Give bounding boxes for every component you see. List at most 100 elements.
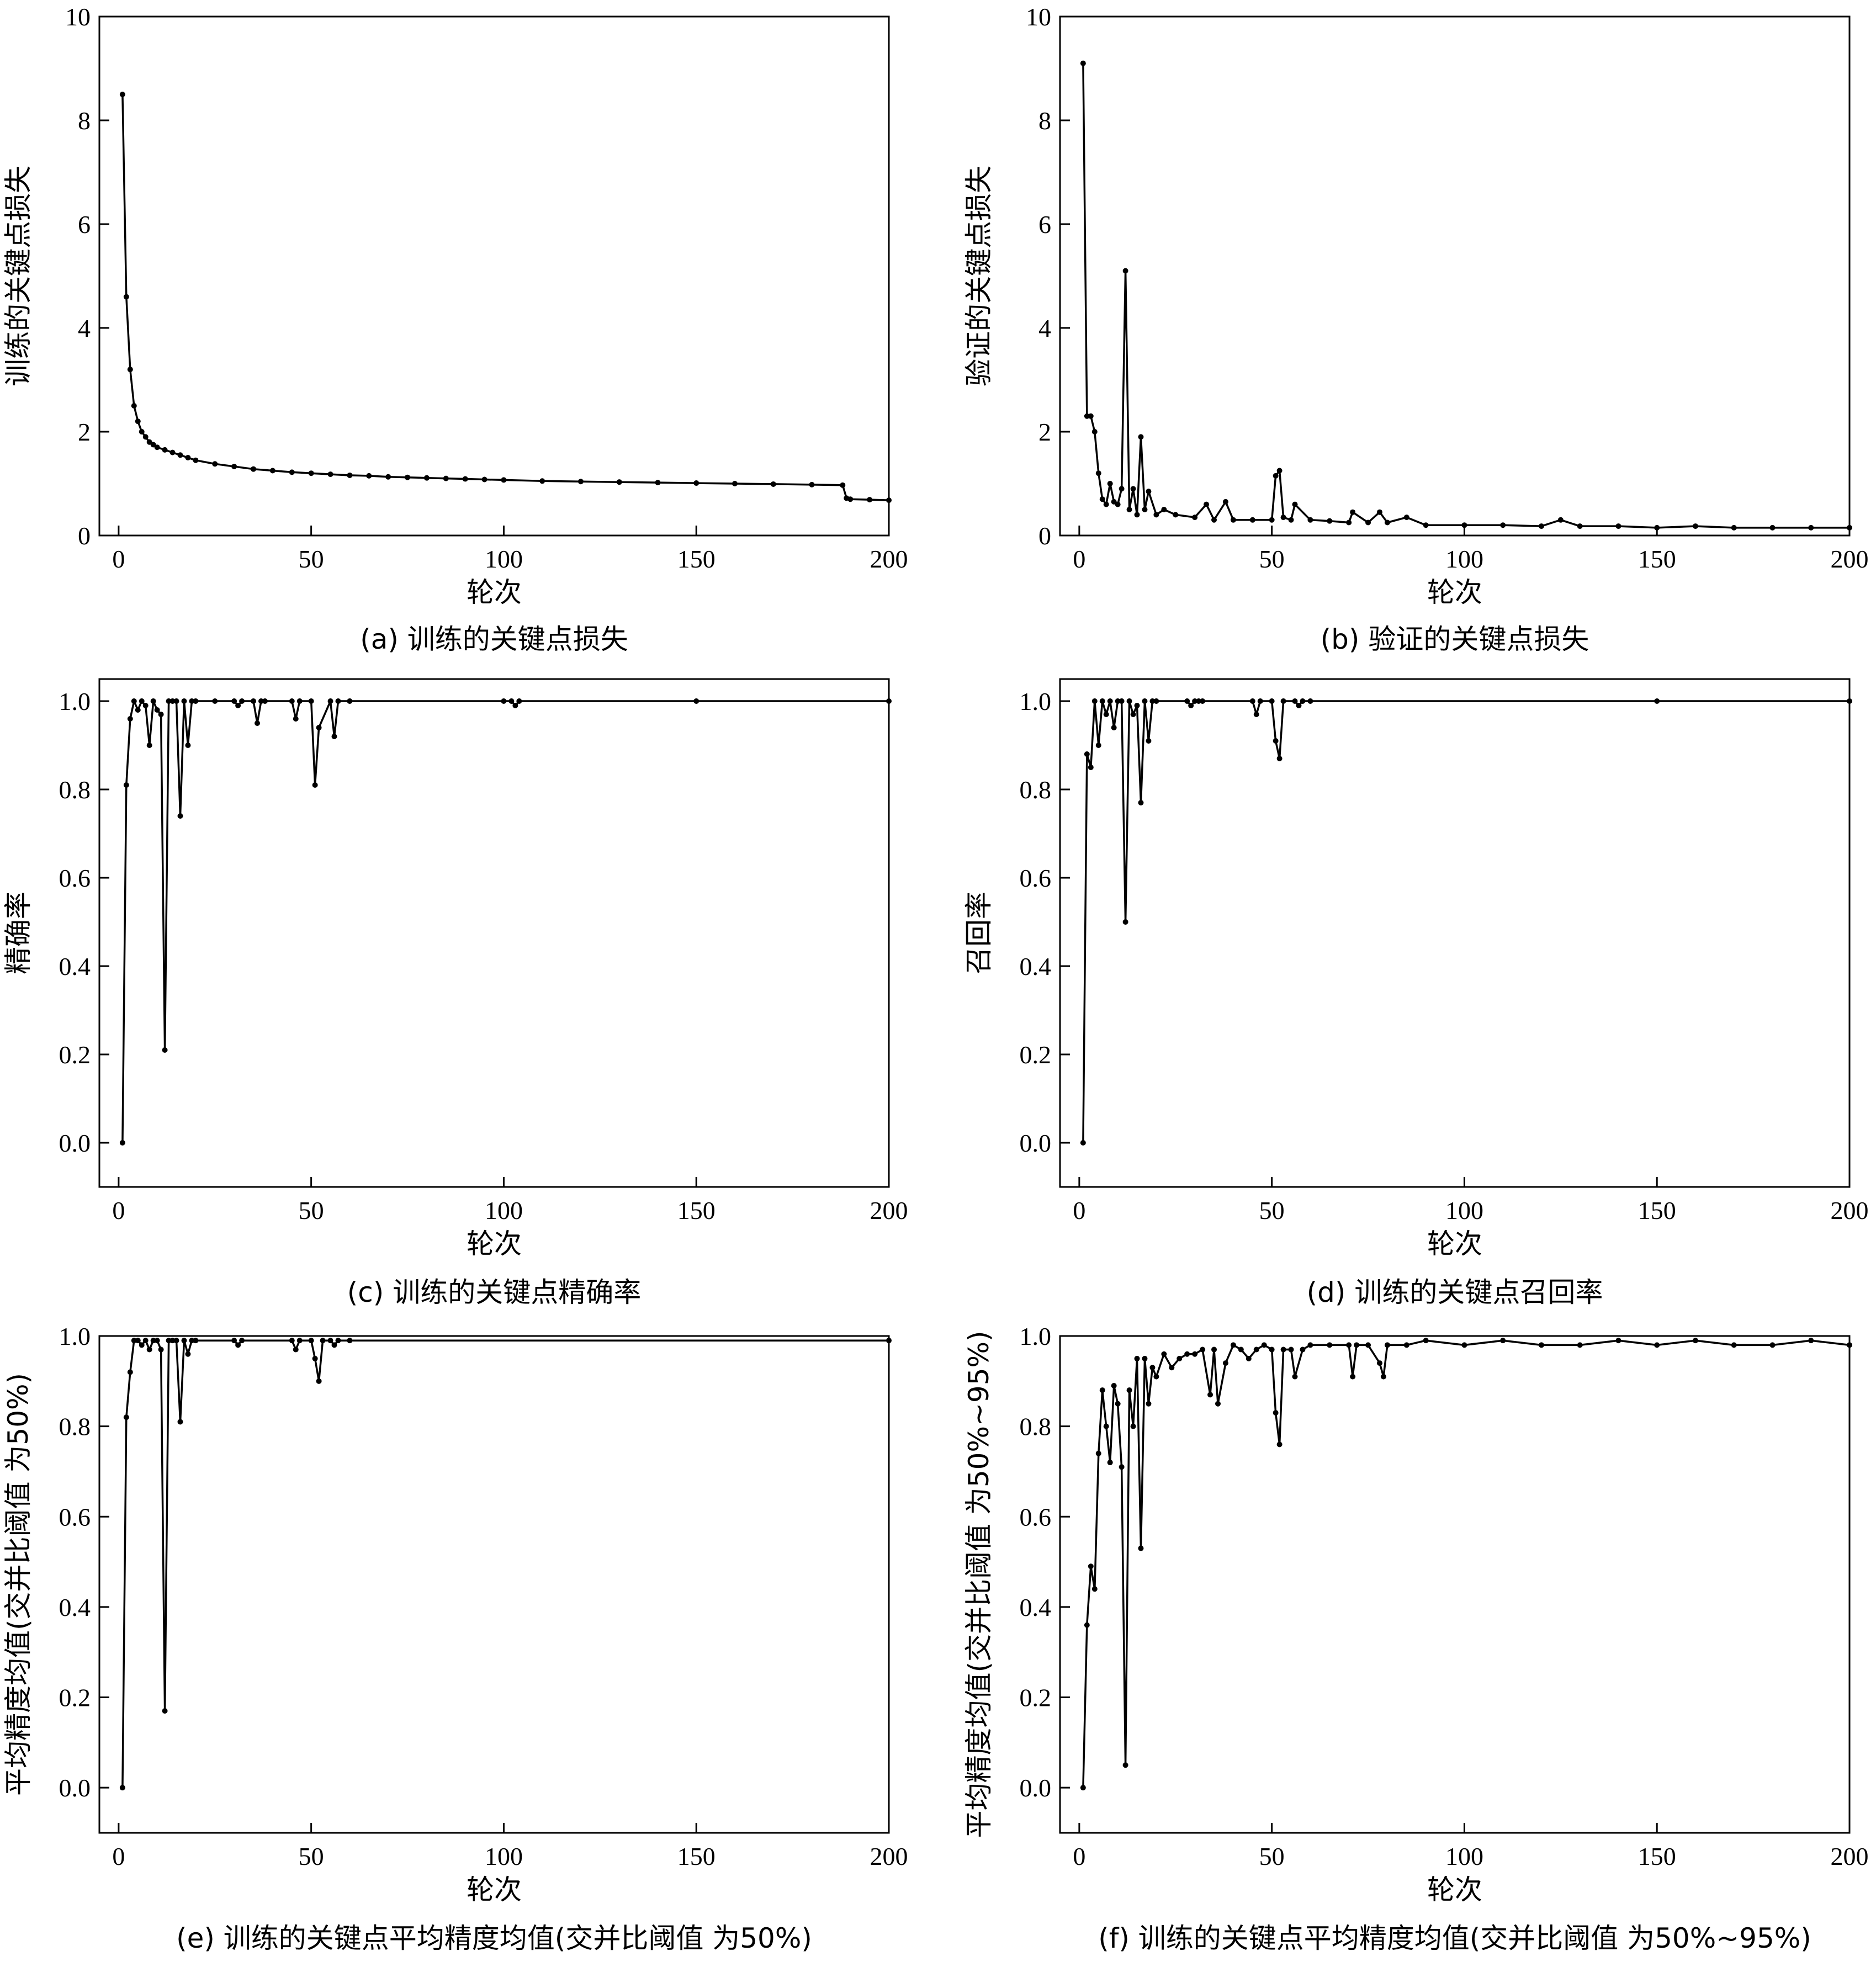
chart-f-point [1161, 1351, 1167, 1357]
chart-b-point [1138, 434, 1144, 440]
chart-f-point [1365, 1342, 1371, 1348]
chart-d: 0 50 100 150 200 0.0 0.2 0.4 0.6 0.8 1.0 轮次 召回率 (d) 训… [963, 678, 1869, 1308]
chart-d-ytick-label: 0.2 [1020, 1041, 1052, 1069]
chart-d-xtick-label: 200 [1831, 1196, 1869, 1224]
chart-f-point [1130, 1423, 1136, 1429]
chart-c-point [231, 698, 237, 704]
chart-a-point [308, 470, 314, 476]
chart-b-ytick-label: 0 [1038, 522, 1051, 550]
chart-b-point [1222, 499, 1228, 505]
chart-f-point [1253, 1346, 1259, 1353]
chart-e-point [193, 1338, 199, 1344]
chart-d-xtick-label: 50 [1259, 1196, 1285, 1224]
chart-b-point [1146, 489, 1152, 495]
chart-d-point [1192, 698, 1198, 704]
chart-c-point [239, 698, 245, 704]
chart-b-point [1276, 468, 1283, 474]
chart-f-point [1350, 1374, 1356, 1380]
chart-c-point [331, 734, 337, 739]
chart-f-point [1403, 1342, 1409, 1348]
chart-c-point [123, 782, 129, 788]
chart-d-point [1107, 698, 1113, 704]
chart-d-point [1153, 698, 1159, 704]
chart-b-point [1088, 413, 1094, 419]
chart-d-xtick-label: 150 [1638, 1196, 1676, 1224]
chart-b-ytick-label: 6 [1038, 210, 1051, 238]
chart-e-point [131, 1338, 137, 1344]
chart-c-ytick-label: 0.8 [59, 776, 91, 804]
chart-c-point [185, 743, 191, 748]
chart-e-point [162, 1708, 168, 1714]
chart-d-ylabel: 召回率 [963, 892, 995, 974]
chart-f-point [1288, 1346, 1294, 1353]
chart-c-point [312, 782, 318, 788]
chart-b-point [1403, 515, 1409, 521]
chart-d-point [1654, 698, 1660, 704]
chart-f-ytick-label: 0.0 [1020, 1774, 1052, 1802]
chart-b-point [1122, 268, 1128, 274]
chart-b-ytick-label: 8 [1038, 107, 1051, 135]
chart-f-ylabel: 平均精度均值(交并比阈值 为50%~95%) [963, 1330, 995, 1838]
chart-f-point [1211, 1346, 1217, 1353]
chart-f-point [1192, 1351, 1198, 1357]
chart-a-point [269, 468, 275, 474]
chart-e-caption: (e) 训练的关键点平均精度均值(交并比阈值 为50%) [176, 1922, 812, 1954]
chart-e-point [312, 1355, 318, 1361]
chart-c-point [293, 716, 299, 722]
chart-b-point [1615, 523, 1621, 529]
chart-b-point [1769, 524, 1776, 531]
chart-e-point [166, 1338, 172, 1344]
chart-f-ytick-label: 1.0 [1020, 1322, 1052, 1350]
chart-e-point [327, 1338, 333, 1344]
chart-d-xlabel: 轮次 [1427, 1228, 1482, 1260]
chart-f-point [1177, 1355, 1183, 1361]
chart-a-point [405, 474, 411, 480]
chart-a-point [123, 294, 129, 300]
chart-a-point [616, 479, 622, 485]
chart-f-point [1346, 1342, 1352, 1348]
chart-c-point [181, 698, 187, 704]
chart-c-point [154, 707, 160, 713]
chart-b-point [1307, 517, 1313, 523]
chart-e-point [150, 1338, 156, 1344]
chart-f-point [1169, 1365, 1175, 1371]
chart-e-point [177, 1419, 183, 1425]
chart-d-point [1111, 725, 1117, 730]
chart-b-xlabel: 轮次 [1427, 576, 1482, 608]
chart-b-xtick-label: 150 [1638, 545, 1676, 573]
chart-c-point [255, 720, 260, 726]
chart-b-point [1153, 512, 1159, 518]
chart-f-xtick-label: 50 [1259, 1842, 1285, 1870]
chart-c-point [251, 698, 257, 704]
chart-d-point [1196, 698, 1202, 704]
chart-a-ytick-label: 2 [78, 418, 91, 446]
chart-e-point [123, 1414, 129, 1420]
chart-f-point [1500, 1338, 1506, 1344]
chart-b-point [1204, 501, 1210, 507]
chart-b-point [1461, 522, 1467, 528]
chart-c-point [508, 698, 515, 704]
chart-f-point [1122, 1762, 1128, 1768]
chart-f-point [1134, 1355, 1140, 1361]
chart-b-point [1134, 512, 1140, 518]
chart-f-point [1146, 1401, 1152, 1407]
chart-d-point [1200, 698, 1206, 704]
chart-a-point [501, 477, 507, 483]
chart-c-ytick-label: 0.0 [59, 1129, 91, 1157]
chart-a-point [327, 471, 333, 478]
chart-b-point [1577, 523, 1583, 529]
chart-e-point [308, 1338, 314, 1344]
chart-b-point [1249, 517, 1255, 523]
chart-a-point [251, 466, 257, 472]
chart-c-xtick-label: 150 [677, 1196, 716, 1224]
chart-c-point [316, 725, 322, 730]
chart-f-point [1184, 1351, 1190, 1357]
chart-e-point [289, 1338, 295, 1344]
chart-d-point [1119, 698, 1125, 704]
chart-a-frame [98, 15, 890, 537]
chart-f-point [1273, 1410, 1279, 1416]
chart-c-point [119, 1140, 125, 1146]
chart-b-xtick-label: 200 [1831, 545, 1869, 573]
chart-e-point [316, 1378, 322, 1384]
chart-b-point [1280, 515, 1286, 521]
